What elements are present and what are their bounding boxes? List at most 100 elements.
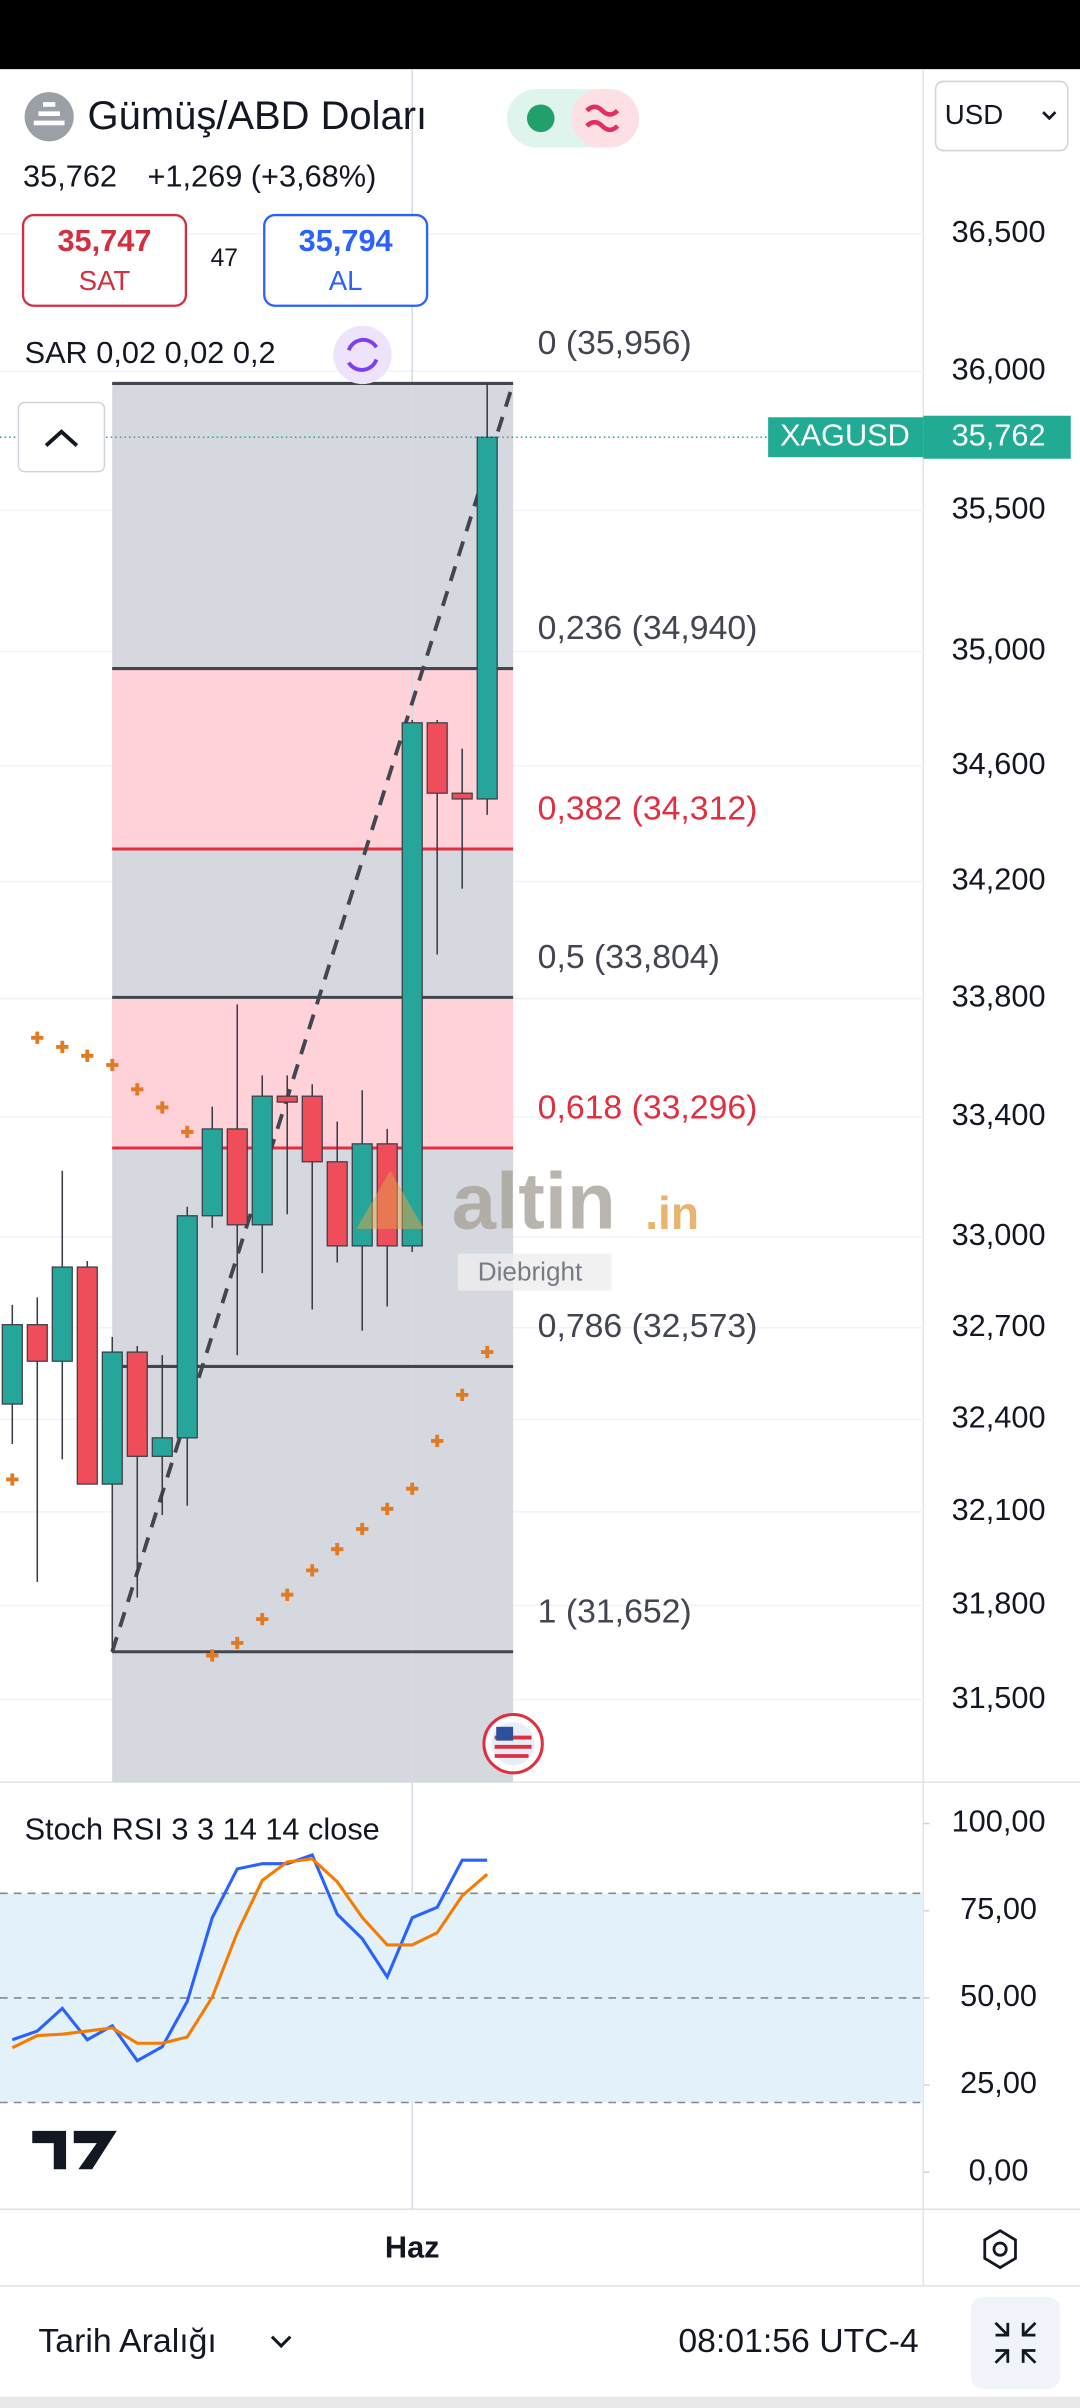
sar-point <box>306 1564 319 1577</box>
sar-point <box>6 1473 19 1486</box>
fib-label: 0,618 (33,296) <box>538 1089 758 1127</box>
sell-label: SAT <box>79 265 131 296</box>
candle-body <box>1 1324 23 1405</box>
sar-point <box>331 1543 344 1556</box>
sar-point <box>256 1612 269 1626</box>
sell-button[interactable] <box>21 213 188 307</box>
tv-logo <box>32 2130 117 2170</box>
fib-label: 0,382 (34,312) <box>538 790 758 828</box>
y-tick-label: 32,700 <box>952 1308 1046 1343</box>
status-bar <box>0 0 1080 70</box>
watermark-brand: altin <box>452 1157 616 1246</box>
watermark-suffix: .in <box>645 1187 699 1239</box>
sar-point <box>231 1636 244 1650</box>
nav-bar <box>0 2396 1080 2408</box>
stoch-line <box>11 1857 489 2050</box>
author-bg <box>457 1253 612 1291</box>
fib-zone <box>112 668 514 849</box>
collapse-icon <box>44 429 79 447</box>
last-price: 35,762 <box>23 158 117 193</box>
sar-point <box>406 1482 419 1495</box>
settings-icon <box>992 2241 1008 2257</box>
author: Diebright <box>478 1256 583 1286</box>
candle-body <box>176 1215 198 1439</box>
candle-body <box>276 1095 298 1103</box>
fullscreen-icon <box>994 2321 1037 2364</box>
status-pill-right <box>571 89 640 148</box>
candle-body <box>151 1437 173 1457</box>
y-tick-label: 34,600 <box>952 746 1046 781</box>
sar-point <box>356 1522 369 1536</box>
candle-body <box>401 722 423 1247</box>
y-tick-label: 32,100 <box>952 1492 1046 1527</box>
candle-body <box>301 1095 323 1163</box>
chevron <box>270 2335 292 2349</box>
fullscreen-button[interactable] <box>970 2296 1061 2389</box>
candle-body <box>426 722 448 794</box>
candle-body <box>51 1266 73 1362</box>
y-tick-label: 100,00 <box>952 1804 1046 1839</box>
candle-body <box>451 792 473 800</box>
fib-label: 0 (35,956) <box>538 324 692 362</box>
collapse-button[interactable] <box>17 401 106 473</box>
sar-point <box>456 1388 469 1402</box>
candle-body <box>476 436 498 800</box>
y-tick-label: 34,200 <box>952 862 1046 897</box>
candle-body <box>126 1351 148 1457</box>
price-tag <box>923 415 1071 459</box>
y-tick-label: 50,00 <box>960 1978 1037 2013</box>
sar-point <box>56 1040 69 1054</box>
stoch-title: Stoch RSI 3 3 14 14 close <box>25 1811 380 1846</box>
settings-button[interactable] <box>983 2229 1017 2270</box>
refresh-button[interactable] <box>333 325 392 385</box>
candle-body <box>251 1095 273 1226</box>
watermark-logo <box>356 1170 425 1230</box>
symbol-icon-glyph <box>33 102 65 126</box>
buy-button[interactable] <box>263 213 429 307</box>
candle-body <box>326 1161 348 1247</box>
candle-body <box>351 1143 373 1247</box>
y-tick-label: 25,00 <box>960 2065 1037 2100</box>
fib-label: 0,236 (34,940) <box>538 609 758 647</box>
symbol-title: Gümüş/ABD Doları <box>88 94 428 138</box>
y-tick-label: 0,00 <box>969 2152 1029 2187</box>
refresh-icon <box>346 337 379 372</box>
y-tick-label: 33,400 <box>952 1097 1046 1132</box>
candle-body <box>226 1128 248 1226</box>
buy-label: AL <box>329 265 363 296</box>
candle-body <box>76 1266 98 1485</box>
y-tick-label: 36,000 <box>952 351 1046 386</box>
y-tick-label: 31,500 <box>952 1680 1046 1715</box>
indicator-label: SAR 0,02 0,02 0,2 <box>25 335 276 370</box>
sell-price: 35,747 <box>57 223 151 258</box>
sar-point <box>81 1049 94 1062</box>
y-tick-label: 35,500 <box>952 490 1046 525</box>
sar-point <box>431 1434 444 1448</box>
date-range[interactable]: Tarih Aralığı <box>38 2322 216 2360</box>
y-tick-label: 33,800 <box>952 979 1046 1014</box>
price-tag-label: 35,762 <box>952 417 1046 452</box>
sar-point <box>481 1345 494 1359</box>
y-tick-label: 36,500 <box>952 214 1046 249</box>
currency-select[interactable] <box>934 80 1069 152</box>
y-tick-label: 75,00 <box>960 1891 1037 1926</box>
candle-body <box>101 1351 123 1485</box>
stoch-line <box>11 1853 488 2063</box>
y-tick-label: 33,000 <box>952 1217 1046 1252</box>
x-tick-label: Haz <box>385 2229 440 2264</box>
symbol-tag <box>768 417 924 458</box>
sar-point <box>281 1588 294 1601</box>
candle-body <box>201 1128 223 1217</box>
symbol-tag-label: XAGUSD <box>780 417 910 452</box>
sar-point <box>181 1125 194 1139</box>
y-tick-label: 32,400 <box>952 1400 1046 1435</box>
flag-canton <box>496 1726 514 1741</box>
symbol-icon <box>24 92 74 142</box>
y-tick-label: 31,800 <box>952 1585 1046 1620</box>
buy-price: 35,794 <box>299 223 393 258</box>
fib-label: 0,786 (32,573) <box>538 1307 758 1345</box>
chevron <box>1042 111 1057 121</box>
market-open-dot <box>526 104 555 133</box>
sar-point <box>381 1502 394 1515</box>
